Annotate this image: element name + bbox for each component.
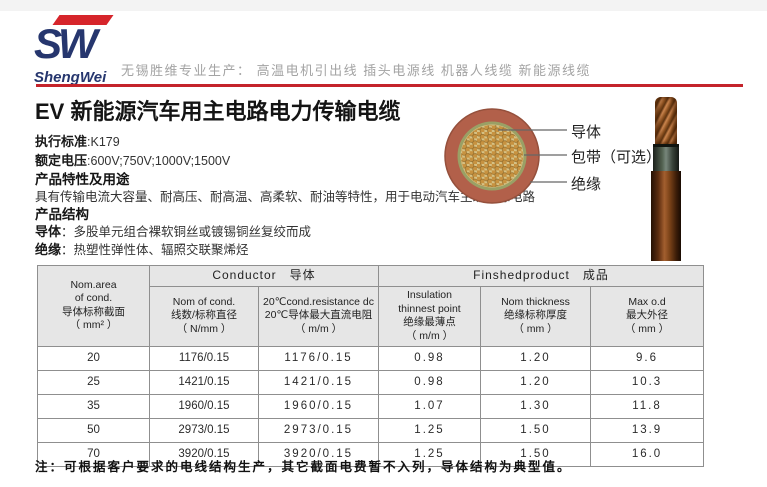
- col-header-area: Nom.area of cond. 导体标称截面 （ mm² ）: [37, 265, 150, 347]
- spec-voltage-value: :600V;750V;1000V;1500V: [87, 154, 231, 168]
- copper-strands: [655, 97, 677, 144]
- col-header-dc-resistance: 20℃cond.resistance dc 20℃导体最大直流电阻 （ m/m …: [258, 286, 379, 347]
- table-cell: 3920/0.15: [149, 441, 259, 467]
- table-cell: 1.07: [378, 393, 481, 419]
- table-cell: 0.98: [378, 369, 481, 395]
- insulation-jacket: [651, 171, 681, 261]
- table-cell: 1960/0.15: [149, 393, 259, 419]
- section-heading-features: 产品特性及用途: [35, 172, 130, 187]
- header-divider: [36, 84, 743, 87]
- table-cell: 1.25: [378, 441, 481, 467]
- structure-insulation: 绝缘：热塑性弹性体、辐照交联聚烯烃: [35, 239, 249, 258]
- table-cell: 11.8: [589, 393, 705, 419]
- spec-table: Nom.area of cond. 导体标称截面 （ mm² ） Conduct…: [37, 265, 705, 467]
- col-header-insulation-thinnest: Insulation thinnest point 绝缘最薄点 （ m/m ）: [378, 286, 481, 347]
- table-cell: 2973/0.15: [258, 417, 379, 443]
- table-row: 35 1960/0.15 1960/0.15 1.07 1.30 11.8: [37, 393, 705, 419]
- col-header-strand-count: Nom of cond. 线数/标称直径 （ N/mm ）: [149, 286, 259, 347]
- structure-insulation-text: ：热塑性弹性体、辐照交联聚烯烃: [61, 243, 249, 257]
- logo-wordmark: ShengWei: [34, 69, 107, 86]
- table-cell: 1.50: [480, 417, 591, 443]
- diagram-label-conductor: 导体: [571, 124, 602, 141]
- table-cell: 1.30: [480, 393, 591, 419]
- table-cell: 9.6: [589, 345, 705, 371]
- group-header-conductor: Conductor 导体: [149, 265, 379, 287]
- tape-layer: [653, 144, 679, 171]
- spec-standard-value: :K179: [87, 135, 120, 149]
- table-cell: 1.20: [480, 369, 591, 395]
- logo-sw-mark: SW: [34, 15, 134, 67]
- table-cell: 1.50: [480, 441, 591, 467]
- table-cell: 1176/0.15: [258, 345, 379, 371]
- table-row: 20 1176/0.15 1176/0.15 0.98 1.20 9.6: [37, 345, 705, 371]
- table-row: 25 1421/0.15 1421/0.15 0.98 1.20 10.3: [37, 369, 705, 395]
- diagram-label-insulation: 绝缘: [571, 176, 602, 193]
- table-cell: 3920/0.15: [258, 441, 379, 467]
- spec-voltage-label: 额定电压: [35, 153, 88, 168]
- cable-cross-section-diagram: [444, 108, 567, 204]
- top-edge-strip: [0, 0, 767, 11]
- spec-standard-label: 执行标准: [35, 134, 88, 149]
- logo-sw-text: SW: [34, 20, 98, 67]
- footer-note: 注：可根据客户要求的电线结构生产，其它截面电费暂不入列，导体结构为典型值。: [35, 460, 572, 474]
- table-cell: 35: [37, 393, 150, 419]
- table-cell: 0.98: [378, 345, 481, 371]
- table-cell: 13.9: [589, 417, 705, 443]
- table-cell: 1960/0.15: [258, 393, 379, 419]
- table-cell: 50: [37, 417, 150, 443]
- table-cell: 2973/0.15: [149, 417, 259, 443]
- table-cell: 70: [37, 441, 150, 467]
- spec-voltage: 额定电压:600V;750V;1000V;1500V: [35, 150, 230, 169]
- table-cell: 16.0: [589, 441, 705, 467]
- table-row: 50 2973/0.15 2973/0.15 1.25 1.50 13.9: [37, 417, 705, 443]
- col-header-max-od: Max o.d 最大外径 （ mm ）: [589, 286, 705, 347]
- structure-conductor-label: 导体: [35, 224, 62, 239]
- table-cell: 25: [37, 369, 150, 395]
- spec-table-wrap: Nom.area of cond. 导体标称截面 （ mm² ） Conduct…: [37, 265, 705, 467]
- table-cell: 1.20: [480, 345, 591, 371]
- group-header-finished-product: Finshedproduct 成品: [377, 265, 705, 287]
- table-row: 70 3920/0.15 3920/0.15 1.25 1.50 16.0: [37, 441, 705, 467]
- spec-standard: 执行标准:K179: [35, 131, 120, 150]
- table-cell: 1176/0.15: [149, 345, 259, 371]
- structure-conductor-text: ：多股单元组合裸软铜丝或镀锡铜丝复绞而成: [61, 225, 312, 239]
- company-logo: SW ShengWei: [34, 15, 144, 86]
- table-cell: 1.25: [378, 417, 481, 443]
- table-cell: 20: [37, 345, 150, 371]
- table-cell: 10.3: [589, 369, 705, 395]
- structure-conductor: 导体：多股单元组合裸软铜丝或镀锡铜丝复绞而成: [35, 221, 311, 240]
- section-heading-structure: 产品结构: [35, 207, 89, 222]
- company-tagline: 无锡胜维专业生产： 高温电机引出线 插头电源线 机器人线缆 新能源线缆: [121, 63, 591, 78]
- features-description: 具有传输电流大容量、耐高压、耐高温、高柔软、耐油等特性，用于电动汽车主级电源电路: [35, 190, 536, 204]
- cable-photo: [651, 97, 681, 264]
- table-cell: 1421/0.15: [258, 369, 379, 395]
- conductor-strands: [461, 125, 523, 187]
- table-cell: 1421/0.15: [149, 369, 259, 395]
- diagram-label-tape: 包带（可选）: [571, 149, 662, 166]
- structure-insulation-label: 绝缘: [35, 242, 62, 257]
- col-header-nom-thickness: Nom thickness 绝缘标称厚度 （ mm ）: [480, 286, 591, 347]
- page-title: EV 新能源汽车用主电路电力传输电缆: [35, 99, 401, 124]
